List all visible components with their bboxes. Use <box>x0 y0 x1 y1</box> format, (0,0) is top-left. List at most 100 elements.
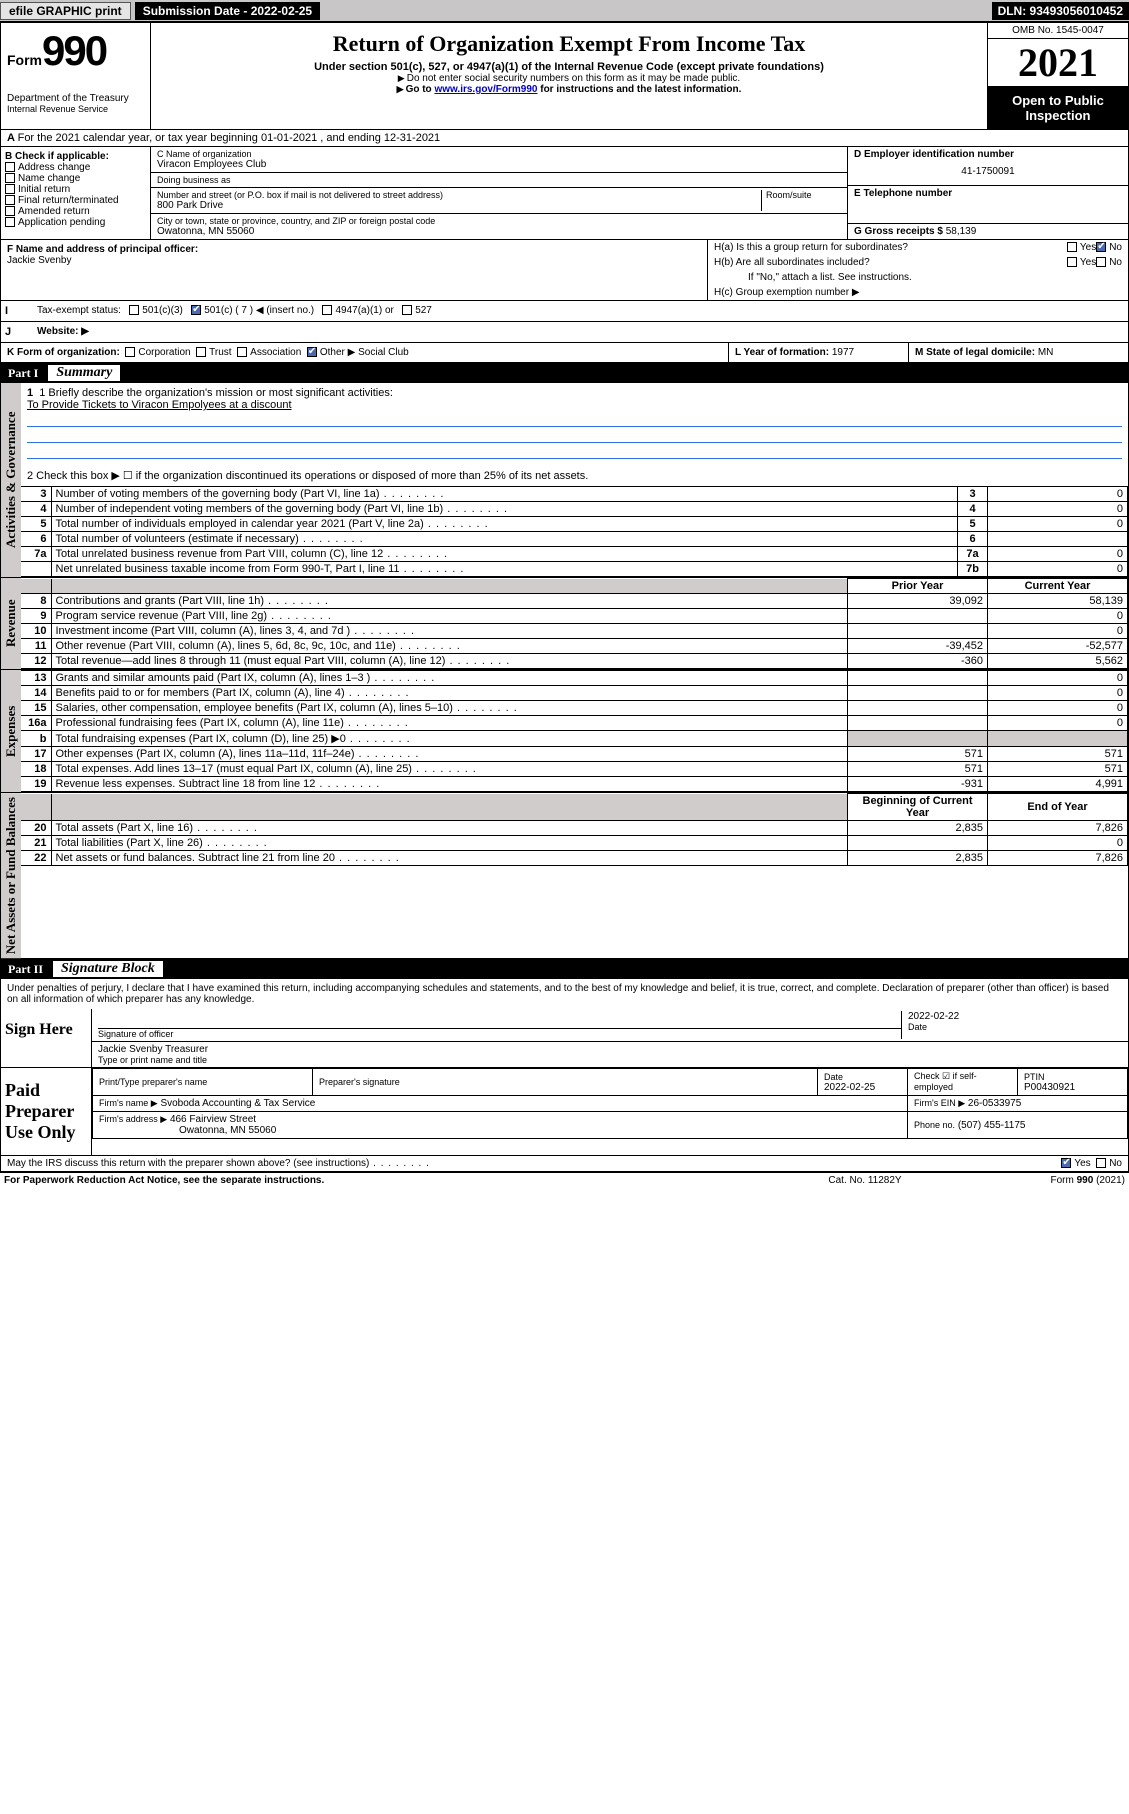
row-f-h: F Name and address of principal officer:… <box>0 240 1129 301</box>
prep-date: 2022-02-25 <box>824 1082 901 1093</box>
table-row: 5Total number of individuals employed in… <box>21 517 1128 532</box>
part-i-title: Summary <box>48 365 120 381</box>
governance-table: 3Number of voting members of the governi… <box>21 486 1128 577</box>
instructions-link[interactable]: www.irs.gov/Form990 <box>434 84 537 95</box>
check-501c3[interactable] <box>129 305 139 315</box>
city-value: Owatonna, MN 55060 <box>157 226 841 237</box>
check-other[interactable] <box>307 347 317 357</box>
footer: For Paperwork Reduction Act Notice, see … <box>0 1172 1129 1188</box>
checkbox-amended-return[interactable] <box>5 206 15 216</box>
form-number: Form990 <box>7 27 144 75</box>
tax-exempt-status: Tax-exempt status: 501(c)(3) 501(c) ( 7 … <box>31 301 1128 321</box>
submission-date-label: Submission Date - <box>143 4 251 18</box>
tab-revenue: Revenue <box>1 578 21 669</box>
tax-period-row: A For the 2021 calendar year, or tax yea… <box>0 130 1129 147</box>
tab-expenses: Expenses <box>1 670 21 792</box>
ein-label: D Employer identification number <box>854 149 1122 160</box>
may-irs-yes-checkbox[interactable] <box>1061 1158 1071 1168</box>
domicile-value: MN <box>1038 347 1054 358</box>
table-row: 12Total revenue—add lines 8 through 11 (… <box>21 654 1128 669</box>
hb-no-checkbox[interactable] <box>1096 257 1106 267</box>
other-value: Social Club <box>358 347 409 358</box>
box-b-option: Name change <box>5 173 146 184</box>
checkbox-application-pending[interactable] <box>5 217 15 227</box>
room-label: Room/suite <box>766 190 841 200</box>
may-irs-no-checkbox[interactable] <box>1096 1158 1106 1168</box>
part-i-name: Part I <box>8 366 48 381</box>
checkbox-name-change[interactable] <box>5 173 15 183</box>
checkbox-address-change[interactable] <box>5 162 15 172</box>
prep-sig-label: Preparer's signature <box>319 1077 811 1087</box>
signature-block: Sign Here Signature of officer 2022-02-2… <box>0 1009 1129 1068</box>
table-row: 9Program service revenue (Part VIII, lin… <box>21 609 1128 624</box>
tax-year: 2021 <box>988 39 1128 87</box>
city-label: City or town, state or province, country… <box>157 216 841 226</box>
check-corporation[interactable] <box>125 347 135 357</box>
year-formation-value: 1977 <box>832 347 854 358</box>
firm-addr2: Owatonna, MN 55060 <box>99 1125 276 1136</box>
table-row: 15Salaries, other compensation, employee… <box>21 701 1128 716</box>
check-association[interactable] <box>237 347 247 357</box>
omb-block: OMB No. 1545-0047 2021 Open to Public In… <box>988 23 1128 129</box>
officer-label: F Name and address of principal officer: <box>7 244 701 255</box>
box-l: L Year of formation: 1977 <box>728 343 908 362</box>
ha-no-checkbox[interactable] <box>1096 242 1106 252</box>
revenue-table: Prior Year Current Year 8Contributions a… <box>21 578 1128 669</box>
row-j: J Website: ▶ <box>0 322 1129 343</box>
form-990-number: 990 <box>42 27 106 74</box>
box-b-title: B Check if applicable: <box>5 151 146 162</box>
box-m: M State of legal domicile: MN <box>908 343 1128 362</box>
tax-exempt-label: Tax-exempt status: <box>37 305 121 316</box>
table-row: 8Contributions and grants (Part VIII, li… <box>21 594 1128 609</box>
domicile-label: M State of legal domicile: <box>915 347 1035 358</box>
firm-name-label: Firm's name ▶ <box>99 1098 158 1108</box>
table-row: 11Other revenue (Part VIII, column (A), … <box>21 639 1128 654</box>
table-row: 4Number of independent voting members of… <box>21 502 1128 517</box>
firm-name: Svoboda Accounting & Tax Service <box>160 1098 315 1109</box>
submission-date: Submission Date - 2022-02-25 <box>135 2 320 20</box>
box-b: B Check if applicable: Address change Na… <box>1 147 151 239</box>
box-c: C Name of organization Viracon Employees… <box>151 147 848 239</box>
efile-print-button[interactable]: efile GRAPHIC print <box>0 2 131 20</box>
irs-label: Internal Revenue Service <box>7 104 144 114</box>
check-527[interactable] <box>402 305 412 315</box>
net-assets-table: Beginning of Current Year End of Year 20… <box>21 793 1128 866</box>
check-4947[interactable] <box>322 305 332 315</box>
table-row: 22Net assets or fund balances. Subtract … <box>21 851 1128 866</box>
efile-topbar: efile GRAPHIC print Submission Date - 20… <box>0 0 1129 22</box>
sig-date-label: Date <box>908 1022 1122 1032</box>
box-b-option: Address change <box>5 162 146 173</box>
sig-name-label: Type or print name and title <box>98 1055 1122 1065</box>
firm-addr-label: Firm's address ▶ <box>99 1114 167 1124</box>
check-trust[interactable] <box>196 347 206 357</box>
may-irs-row: May the IRS discuss this return with the… <box>0 1156 1129 1172</box>
ha-yes-checkbox[interactable] <box>1067 242 1077 252</box>
q2-checkbox-line: 2 Check this box ▶ ☐ if the organization… <box>21 465 1128 486</box>
part-i-header: Part I Summary <box>0 363 1129 383</box>
tab-net-assets: Net Assets or Fund Balances <box>1 793 21 958</box>
table-row: 16aProfessional fundraising fees (Part I… <box>21 716 1128 731</box>
table-row: 14Benefits paid to or for members (Part … <box>21 686 1128 701</box>
check-501c[interactable] <box>191 305 201 315</box>
box-b-option: Application pending <box>5 217 146 228</box>
table-row: 3Number of voting members of the governi… <box>21 487 1128 502</box>
mission-label: 1 Briefly describe the organization's mi… <box>39 387 393 399</box>
tax-period-text: For the 2021 calendar year, or tax year … <box>18 132 441 144</box>
tab-governance: Activities & Governance <box>1 383 21 577</box>
expenses-table: 13Grants and similar amounts paid (Part … <box>21 670 1128 792</box>
officer-name: Jackie Svenby <box>7 255 701 266</box>
year-formation-label: L Year of formation: <box>735 347 829 358</box>
h-b-label: H(b) Are all subordinates included? <box>714 257 1067 268</box>
sig-officer-label: Signature of officer <box>98 1029 901 1039</box>
table-row: 10Investment income (Part VIII, column (… <box>21 624 1128 639</box>
instr-suffix: for instructions and the latest informat… <box>540 84 741 95</box>
h-c-label: H(c) Group exemption number ▶ <box>708 285 1128 300</box>
checkbox-final-return[interactable] <box>5 195 15 205</box>
instr-ssn: Do not enter social security numbers on … <box>157 73 981 84</box>
omb-number: OMB No. 1545-0047 <box>988 23 1128 39</box>
hb-yes-checkbox[interactable] <box>1067 257 1077 267</box>
firm-ein: 26-0533975 <box>968 1098 1021 1109</box>
checkbox-initial-return[interactable] <box>5 184 15 194</box>
box-b-option: Final return/terminated <box>5 195 146 206</box>
table-row: 21Total liabilities (Part X, line 26)0 <box>21 836 1128 851</box>
